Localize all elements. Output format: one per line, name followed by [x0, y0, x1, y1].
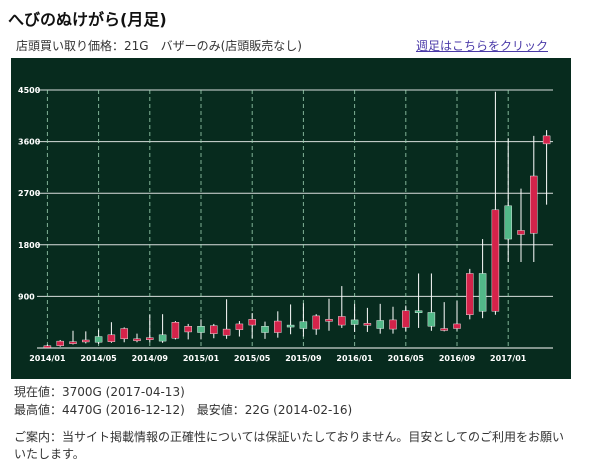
candle-body — [376, 320, 384, 329]
candle-body — [466, 273, 474, 315]
current-value-text: 現在値：3700G (2017-04-13) — [14, 385, 185, 399]
high-low-text: 最高値：4470G (2016-12-12) 最安値：22G (2014-02-… — [14, 403, 353, 417]
candle-body — [478, 273, 487, 312]
candle-body — [542, 135, 551, 145]
y-axis-labels: 900 1800 2700 3600 4500 — [18, 86, 41, 301]
candle-body — [312, 315, 320, 330]
x-tick-label: 2015/05 — [234, 354, 271, 363]
candle-body — [197, 326, 205, 333]
page-title: へびのぬけがら(月足) — [8, 10, 167, 29]
x-tick-label: 2015/09 — [285, 354, 322, 363]
month-guide-lines — [46, 90, 509, 348]
candle-body — [69, 341, 77, 344]
candle-body — [363, 323, 372, 326]
candle-body — [414, 310, 423, 313]
candle-body — [120, 328, 128, 340]
candle-body — [146, 337, 154, 340]
y-tick-label: 4500 — [18, 86, 41, 95]
x-tick-label: 2016/05 — [388, 354, 425, 363]
y-tick-label: 900 — [18, 292, 35, 301]
candle-body — [158, 334, 167, 342]
candle-body — [299, 321, 308, 329]
x-axis-labels: 2014/01 2014/05 2014/09 2015/01 2015/05 2015/… — [29, 354, 527, 363]
y-tick-label: 2700 — [18, 189, 41, 198]
x-tick-label: 2014/05 — [80, 354, 117, 363]
candle-body — [504, 205, 512, 240]
candle-body — [491, 209, 500, 312]
candle-body — [286, 324, 295, 328]
candle-body — [350, 319, 359, 325]
candle-body — [43, 345, 52, 348]
candle-body — [107, 334, 116, 342]
candle-body — [235, 323, 244, 330]
candle-body — [453, 323, 461, 329]
x-tick-label: 2016/01 — [336, 354, 373, 363]
candle-body — [171, 322, 180, 339]
candle-body — [56, 340, 64, 346]
candles — [43, 91, 551, 348]
y-tick-label: 1800 — [18, 241, 41, 250]
y-tick-label: 3600 — [18, 138, 41, 147]
price-chart: 900 1800 2700 3600 4500 2014/01 2014/05 2014/0… — [11, 58, 571, 379]
candle-body — [248, 319, 256, 326]
x-tick-label: 2016/09 — [439, 354, 476, 363]
candle-body — [184, 326, 192, 333]
disclaimer-text: ご案内：当サイト掲載情報の正確性については保証いたしておりません。目安としてのご… — [14, 430, 564, 461]
candle-body — [222, 328, 231, 336]
candle-body — [210, 325, 218, 334]
candle-body — [389, 319, 397, 330]
candle-body — [133, 338, 141, 342]
candle-body — [82, 339, 90, 343]
candle-body — [94, 336, 103, 343]
x-tick-label: 2017/01 — [490, 354, 527, 363]
x-tick-label: 2015/01 — [183, 354, 220, 363]
candle-body — [440, 328, 448, 331]
candle-body — [427, 312, 436, 327]
candle-body — [274, 320, 282, 333]
weekly-chart-link[interactable]: 週足はこちらをクリック — [415, 39, 548, 53]
candle-body — [517, 230, 525, 235]
candle-body — [338, 316, 346, 326]
candle-body — [402, 310, 410, 328]
candle-body — [325, 319, 333, 322]
candle-body — [530, 175, 538, 234]
x-tick-label: 2014/01 — [29, 354, 66, 363]
x-tick-label: 2014/09 — [132, 354, 169, 363]
candle-body — [261, 326, 269, 333]
grid-lines — [37, 89, 553, 349]
shop-price-text: 店頭買い取り価格：21G バザーのみ(店頭販売なし) — [16, 39, 302, 53]
